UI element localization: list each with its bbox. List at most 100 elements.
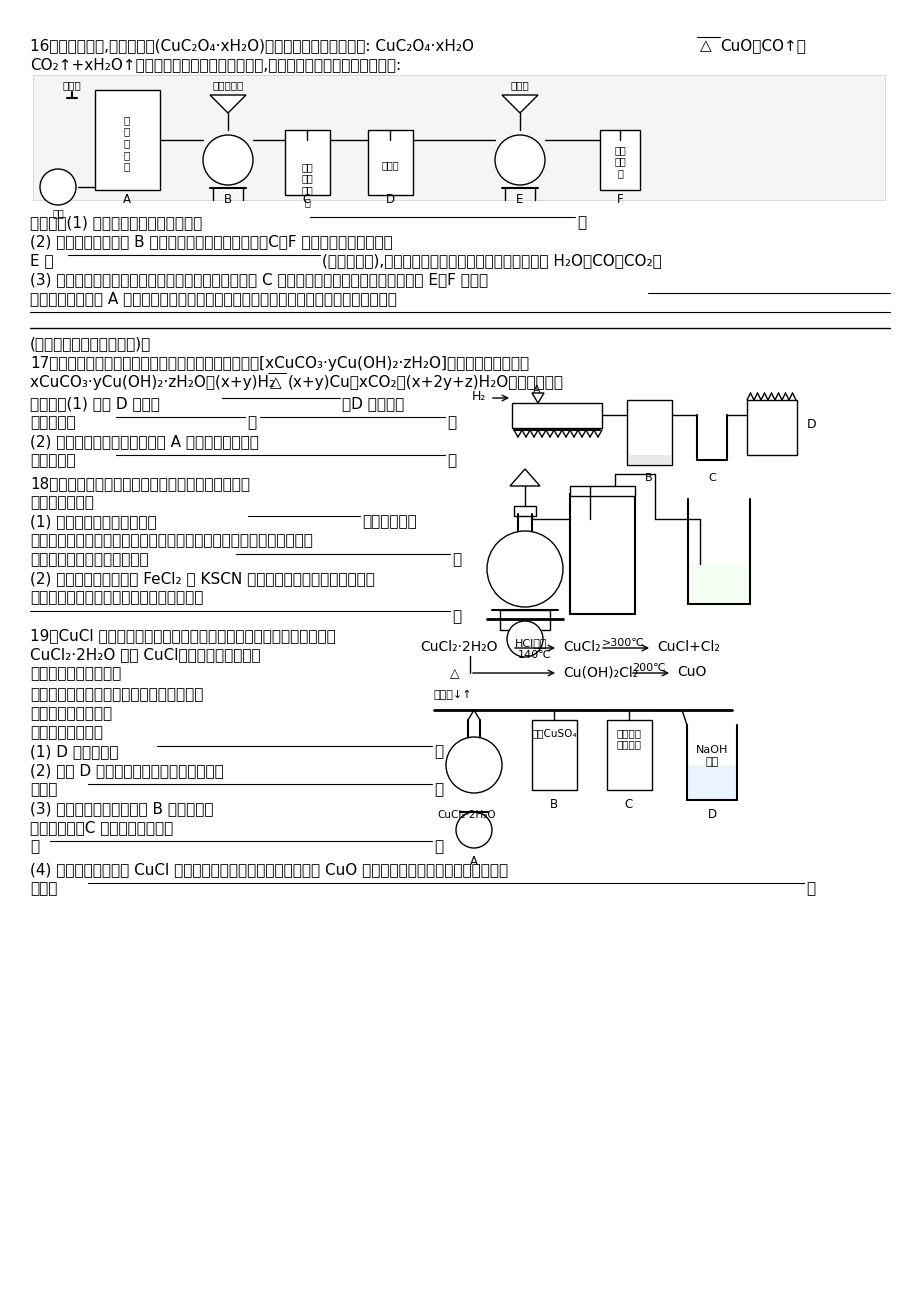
Text: 【实验探究】该小组用下图所示装置进行实: 【实验探究】该小组用下图所示装置进行实	[30, 687, 203, 702]
Bar	[627, 400, 671, 465]
Text: E: E	[516, 193, 523, 206]
Text: 请回答：(1) 仪器 D 的名称: 请回答：(1) 仪器 D 的名称	[30, 396, 160, 411]
Text: ，: ，	[246, 415, 255, 430]
Polygon shape	[531, 393, 543, 404]
Text: (填实验现象),则可证明草酸铜晶体热分解的气体产物是 H₂O、CO、CO₂。: (填实验现象),则可证明草酸铜晶体热分解的气体产物是 H₂O、CO、CO₂。	[322, 253, 661, 268]
Text: 。: 。	[447, 453, 456, 467]
Bar	[95, 90, 160, 190]
Text: E 中: E 中	[30, 253, 53, 268]
Text: 。: 。	[451, 609, 460, 624]
Text: 。: 。	[451, 552, 460, 566]
Text: A: A	[533, 385, 540, 395]
Text: (2) 装置 D 中发生的氧化还原反应的离子方: (2) 装置 D 中发生的氧化还原反应的离子方	[30, 763, 223, 779]
Circle shape	[446, 737, 502, 793]
Text: 澄清
石灰
水: 澄清 石灰 水	[614, 145, 625, 178]
Circle shape	[494, 135, 544, 185]
Bar	[531, 720, 576, 790]
Text: 弹簧夹: 弹簧夹	[62, 79, 81, 90]
Polygon shape	[688, 564, 748, 603]
Text: 酒气: 酒气	[52, 208, 63, 217]
Text: 品及目的是: 品及目的是	[30, 415, 75, 430]
Text: B: B	[550, 798, 558, 811]
Text: 气体入↓↑: 气体入↓↑	[434, 690, 472, 700]
Circle shape	[40, 169, 76, 204]
Text: 200℃: 200℃	[631, 663, 665, 673]
Text: 。: 。	[576, 215, 585, 230]
Text: 请回答：(1) 该套实验装置的明显缺陷是: 请回答：(1) 该套实验装置的明显缺陷是	[30, 215, 202, 230]
Text: 请回答下列问题：: 请回答下列问题：	[30, 725, 103, 740]
Text: △: △	[449, 667, 460, 680]
Circle shape	[203, 135, 253, 185]
Text: D: D	[385, 193, 394, 206]
Text: C: C	[624, 798, 632, 811]
Bar	[599, 130, 640, 190]
Text: 氯气是否溢出，并防止污染空气，说明理由: 氯气是否溢出，并防止污染空气，说明理由	[30, 590, 203, 605]
Polygon shape	[628, 454, 670, 464]
Text: (3) 在实验过程中，观察到 B 中物质由白: (3) 在实验过程中，观察到 B 中物质由白	[30, 801, 213, 816]
Bar	[570, 486, 634, 496]
Text: C: C	[302, 193, 311, 206]
Text: ；在集气瓶中: ；在集气瓶中	[361, 514, 416, 529]
Text: (2) 实验过程中观察到 B 中白色无水硫酸铜变成蓝色，C、F 中澄清石灰水变浑浊，: (2) 实验过程中观察到 B 中白色无水硫酸铜变成蓝色，C、F 中澄清石灰水变浑…	[30, 234, 392, 249]
Text: 。: 。	[434, 783, 443, 797]
Bar	[285, 130, 330, 195]
Text: 是: 是	[30, 838, 40, 854]
Text: 17．某研究性学习小组采用氢气还原法测定碱式碳酸铜[xCuCO₃·yCu(OH)₂·zH₂O]的组成，反应原理为: 17．某研究性学习小组采用氢气还原法测定碱式碳酸铜[xCuCO₃·yCu(OH)…	[30, 355, 528, 371]
Polygon shape	[210, 95, 245, 113]
Circle shape	[456, 812, 492, 848]
Text: Cu(OH)₂Cl₂: Cu(OH)₂Cl₂	[562, 665, 638, 680]
Bar	[570, 493, 634, 615]
Text: 。: 。	[434, 838, 443, 854]
Text: CuO: CuO	[676, 665, 706, 680]
Text: NaOH
溶液: NaOH 溶液	[695, 745, 728, 767]
Bar	[746, 400, 796, 454]
Bar	[514, 506, 536, 516]
Text: 氧化铜: 氧化铜	[510, 79, 528, 90]
Text: A: A	[470, 855, 478, 868]
Text: xCuCO₃·yCu(OH)₂·zH₂O＋(x+y)H₂: xCuCO₃·yCu(OH)₂·zH₂O＋(x+y)H₂	[30, 375, 279, 391]
Text: 19．CuCl 广泛应用于化工和印染等行业。某研究性学习小组拟热分解: 19．CuCl 广泛应用于化工和印染等行业。某研究性学习小组拟热分解	[30, 628, 335, 643]
Circle shape	[486, 531, 562, 607]
Text: B: B	[223, 193, 232, 206]
Text: △: △	[699, 38, 711, 53]
Text: (1) 分液漏斗中盛放的液体是: (1) 分液漏斗中盛放的液体是	[30, 514, 156, 529]
Bar	[512, 404, 601, 428]
Text: 原因是: 原因是	[30, 881, 57, 896]
Text: 【资料查阅】见右图：: 【资料查阅】见右图：	[30, 667, 121, 681]
Text: CO₂↑+xH₂O↑。某化学兴趣小组设计如图装置,探究草酸铜晶体分解的气体产物:: CO₂↑+xH₂O↑。某化学兴趣小组设计如图装置,探究草酸铜晶体分解的气体产物:	[30, 57, 401, 72]
Polygon shape	[687, 766, 735, 799]
Text: B: B	[644, 473, 652, 483]
Text: D: D	[707, 809, 716, 822]
Text: 18．实验室制备氯气并检验氯气性质实验的装置如右: 18．实验室制备氯气并检验氯气性质实验的装置如右	[30, 477, 250, 491]
Text: (2) 请设计实验验证硬质玻璃管 A 中的碱式碳酸铜是: (2) 请设计实验验证硬质玻璃管 A 中的碱式碳酸铜是	[30, 434, 258, 449]
Text: 验（夹持仪器略）。: 验（夹持仪器略）。	[30, 706, 112, 721]
Text: (4) 反应结束后，取出 CuCl 产品进行实验，发现其中含有少量的 CuO 杂质，根据资料信息分析：则产生的: (4) 反应结束后，取出 CuCl 产品进行实验，发现其中含有少量的 CuO 杂…	[30, 862, 507, 878]
Text: >300℃: >300℃	[601, 638, 644, 648]
Text: 无水硫酸铜: 无水硫酸铜	[212, 79, 244, 90]
Bar	[607, 720, 652, 790]
Bar	[33, 76, 884, 201]
Text: 。: 。	[434, 743, 443, 759]
Polygon shape	[509, 469, 539, 486]
Text: 无水CuSO₄: 无水CuSO₄	[530, 728, 576, 738]
Text: 色变为蓝色，C 中试纸的颜色变化: 色变为蓝色，C 中试纸的颜色变化	[30, 820, 173, 835]
Text: C: C	[708, 473, 715, 483]
Text: F: F	[616, 193, 623, 206]
Text: CuCl₂: CuCl₂	[562, 641, 600, 654]
Text: 明显现象，请推测 A 装置中固体产物成分并设计一个实验方案，用化学方法验证固体产物: 明显现象，请推测 A 装置中固体产物成分并设计一个实验方案，用化学方法验证固体产…	[30, 292, 396, 306]
Text: 湿润蓝色
石蕊试纸: 湿润蓝色 石蕊试纸	[616, 728, 641, 750]
Text: CuCl₂·2H₂O: CuCl₂·2H₂O	[420, 641, 497, 654]
Text: H₂: H₂	[471, 391, 486, 404]
Text: A: A	[123, 193, 130, 206]
Text: 热
分
解
装
置: 热 分 解 装 置	[124, 115, 130, 172]
Polygon shape	[502, 95, 538, 113]
Text: CuCl₂·2H₂O 制备 CuCl，并进行相关探究。: CuCl₂·2H₂O 制备 CuCl，并进行相关探究。	[30, 647, 260, 661]
Text: 否完全反应: 否完全反应	[30, 453, 75, 467]
Text: CuCl+Cl₂: CuCl+Cl₂	[656, 641, 719, 654]
Text: HCl气流: HCl气流	[515, 638, 547, 648]
Text: 。: 。	[805, 881, 814, 896]
Text: 浓硫酸: 浓硫酸	[380, 160, 398, 171]
Bar	[499, 611, 550, 630]
Text: 足量
澄清
石灰
水: 足量 澄清 石灰 水	[301, 161, 312, 207]
Text: 程式是: 程式是	[30, 783, 57, 797]
